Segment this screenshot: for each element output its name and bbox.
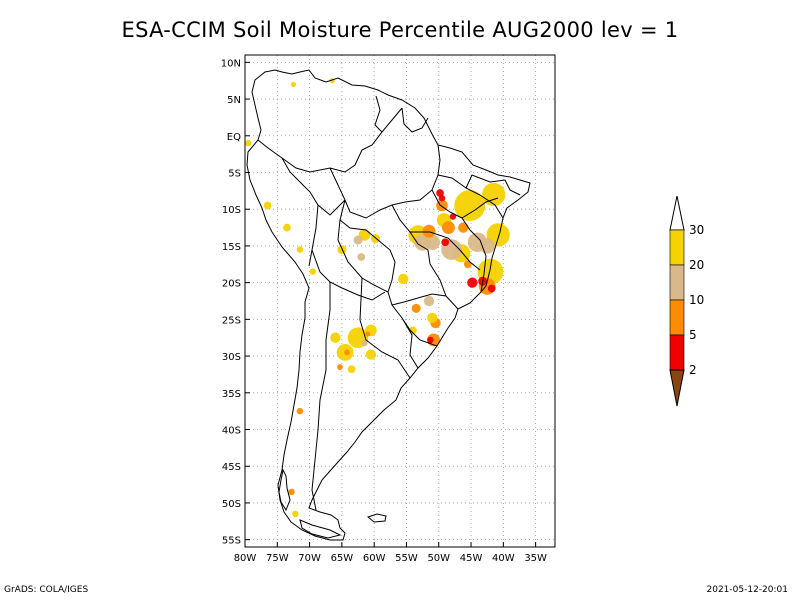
percentile-patch — [353, 235, 363, 245]
map-title: ESA-CCIM Soil Moisture Percentile AUG200… — [121, 18, 679, 42]
lat-tick-label: 50S — [222, 499, 241, 510]
percentile-patch — [296, 246, 304, 253]
map-border — [244, 54, 556, 548]
percentile-patch — [337, 364, 343, 370]
longitude-labels: 80W 75W 70W 65W 60W 55W 50W 45W 40W 35W — [234, 542, 547, 564]
lat-tick-label: 5N — [227, 95, 241, 106]
legend-label: 2 — [689, 363, 697, 377]
lat-tick-label: 40S — [222, 426, 241, 437]
percentile-patch — [398, 273, 409, 285]
percentile-patch — [438, 194, 446, 202]
percentile-patch — [427, 336, 434, 344]
legend-bin — [669, 299, 685, 336]
legend-bins — [669, 229, 685, 371]
grads-credit: GrADS: COLA/IGES — [4, 585, 89, 595]
falkland-islands — [366, 513, 387, 523]
percentile-patch — [463, 260, 472, 269]
lon-tick-label: 45W — [460, 553, 483, 564]
percentile-patch — [422, 224, 436, 238]
lat-tick-label: 55S — [222, 536, 241, 547]
percentile-patch — [414, 233, 431, 251]
legend-arrow-top — [669, 195, 685, 231]
lat-tick-label: 30S — [222, 352, 241, 363]
country-borders — [257, 95, 521, 511]
lon-tick-label: 75W — [266, 553, 289, 564]
percentile-patch — [292, 510, 299, 518]
lat-tick-label: 35S — [222, 389, 241, 400]
legend-labels: 30 20 10 5 2 — [689, 223, 704, 377]
map-gridlines — [244, 55, 555, 547]
coastlines-and-borders — [246, 69, 531, 541]
percentile-patch — [283, 223, 291, 232]
lat-tick-label: 10N — [221, 58, 241, 69]
legend-arrow-bottom — [669, 369, 685, 407]
lon-tick-label: 35W — [524, 553, 547, 564]
lat-tick-label: 45S — [222, 462, 241, 473]
percentile-patch — [467, 277, 478, 288]
percentile-patch — [423, 295, 435, 307]
legend-label: 5 — [689, 328, 697, 342]
percentile-patch — [365, 349, 377, 360]
legend-label: 30 — [689, 223, 704, 237]
lon-tick-label: 80W — [234, 553, 257, 564]
legend-bin — [669, 264, 685, 301]
color-legend: 30 20 10 5 2 — [669, 195, 704, 407]
lon-tick-label: 55W — [395, 553, 418, 564]
lat-tick-label: 25S — [222, 315, 241, 326]
percentile-patch — [347, 365, 356, 374]
lat-tick-label: 20S — [222, 279, 241, 290]
chiloe-and-fjords — [278, 468, 291, 512]
latitude-labels: 10N 5N EQ 5S 10S 15S 20S 25S 30S 35S 40S 45S 50S 55S — [221, 58, 250, 547]
percentile-patch — [296, 407, 304, 415]
percentile-patch — [290, 81, 297, 87]
percentile-patch — [441, 238, 450, 247]
percentile-patch — [288, 488, 295, 496]
lat-tick-label: EQ — [227, 132, 241, 143]
percentile-patch — [454, 190, 486, 222]
percentile-patch — [411, 303, 421, 313]
lon-tick-label: 60W — [363, 553, 386, 564]
lon-tick-label: 65W — [331, 553, 354, 564]
map-fill-layer — [245, 69, 531, 541]
percentile-patch — [309, 268, 317, 275]
percentile-patch — [487, 284, 496, 293]
percentile-patch — [361, 339, 368, 347]
lat-tick-label: 10S — [222, 205, 241, 216]
south-america-coastline — [246, 69, 531, 541]
map-frame: 10N5NEQ5S10S15S20S25S30S35S40S45S50S55S … — [221, 54, 556, 564]
lon-tick-label: 50W — [427, 553, 450, 564]
percentile-patch — [449, 213, 457, 220]
percentile-patch — [458, 222, 469, 233]
plot-timestamp: 2021-05-12-20:01 — [706, 585, 789, 595]
legend-bin — [669, 229, 685, 266]
percentile-patch — [427, 312, 438, 324]
lat-tick-label: 5S — [228, 168, 241, 179]
lon-tick-label: 70W — [298, 553, 321, 564]
tierra-del-fuego — [299, 519, 342, 539]
percentile-patch — [245, 139, 252, 147]
lat-tick-label: 15S — [222, 242, 241, 253]
percentile-patch — [344, 349, 350, 356]
percentile-patch — [357, 253, 366, 261]
lon-tick-label: 40W — [492, 553, 515, 564]
percentile-patch — [365, 331, 371, 337]
legend-bin — [669, 334, 685, 371]
legend-label: 20 — [689, 258, 704, 272]
percentile-patch — [263, 201, 272, 210]
percentile-patch — [441, 221, 455, 235]
legend-label: 10 — [689, 293, 704, 307]
percentile-patch — [330, 332, 341, 343]
